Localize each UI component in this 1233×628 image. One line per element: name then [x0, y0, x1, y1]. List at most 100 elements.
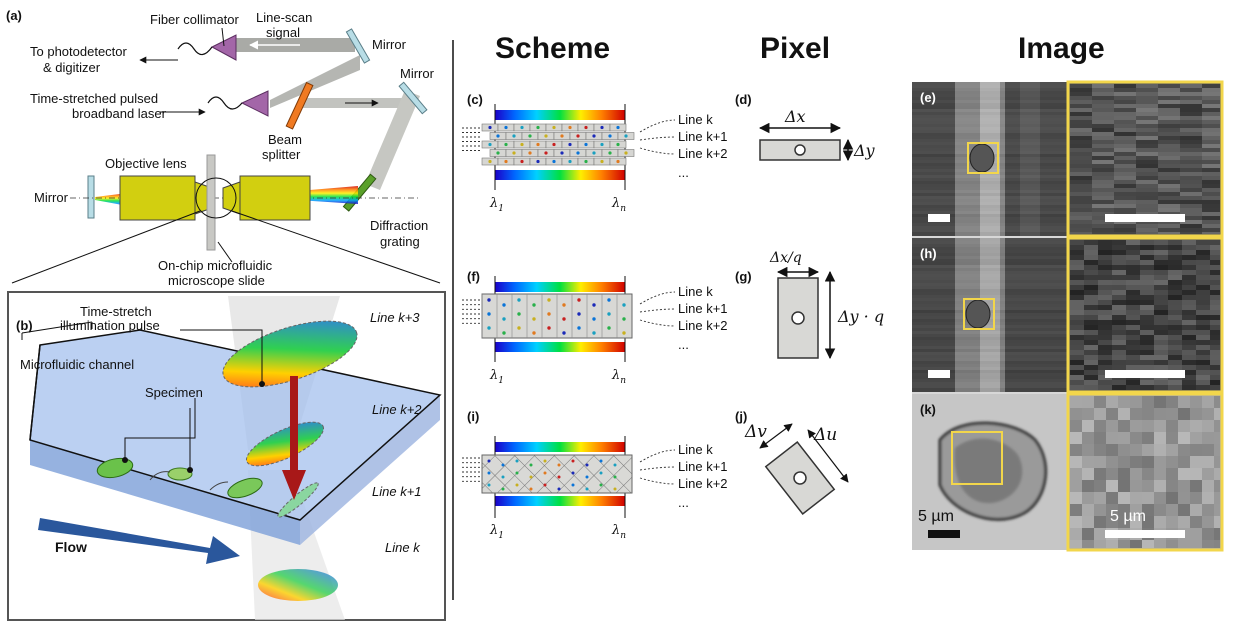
panel-label-g: (g) — [735, 269, 752, 284]
image-row-h: (h) — [912, 236, 1224, 394]
laser-label-1: Time-stretched pulsed — [30, 91, 158, 106]
scale-bar-h — [928, 370, 950, 378]
panel-label-d: (d) — [735, 92, 752, 107]
onchip-label-2: microscope slide — [168, 273, 265, 288]
spectrum-bar-top-f — [495, 282, 625, 292]
specimen-3 — [227, 477, 263, 499]
beam-to-mirror — [270, 55, 360, 108]
objective-lens-label: Objective lens — [105, 156, 187, 171]
dx-label: Δx — [784, 107, 806, 126]
panel-b-inset: (b) Time-stretch illumination pulse Micr… — [7, 291, 446, 621]
objective-lens-left — [119, 175, 196, 221]
panel-label-k: (k) — [920, 402, 936, 417]
mirror-2-shape — [398, 81, 428, 115]
zoom-circle — [195, 177, 237, 219]
roi-box-k — [951, 431, 1003, 485]
pulse-ellipse-bottom — [258, 569, 338, 601]
image-column: (e) (h) 5 µm 5 µm (k — [912, 80, 1224, 552]
specimen-label: Specimen — [145, 385, 203, 400]
microscope-slide — [206, 154, 216, 251]
rotated-pixel-grid — [481, 454, 633, 494]
header-image: Image — [1018, 32, 1105, 65]
dy-label: Δy — [853, 141, 876, 160]
inset-frame — [7, 291, 446, 621]
spectrum-bar-bottom-f — [495, 342, 625, 352]
scheme-column: (c) λ1 λn (f) λ1 λn (i) — [462, 92, 728, 541]
photodetector-label-2: & digitizer — [43, 60, 101, 75]
pixel-rows-c — [481, 123, 635, 166]
scheme-line-label: Line k+1 — [678, 459, 728, 474]
mirror-label-1: Mirror — [372, 37, 407, 52]
mirror-3-shape — [87, 175, 95, 219]
pulse-label-1: Time-stretch — [80, 304, 152, 319]
image-row-k: 5 µm 5 µm (k) — [912, 392, 1224, 552]
panel-label-h: (h) — [920, 246, 937, 261]
panel-label-j: (j) — [735, 409, 747, 424]
beam-splitter-label-2: splitter — [262, 147, 301, 162]
lambda-n-i: λn — [611, 523, 626, 541]
line-k2-label: Line k+2 — [372, 402, 422, 417]
mirror-1-shape — [345, 28, 371, 64]
spectrum-bar-top-i — [495, 442, 625, 452]
mirror-label-2: Mirror — [400, 66, 435, 81]
scheme-line-label: ... — [678, 337, 689, 352]
pixel-column: (d) Δx Δy (g) Δx/q Δy · q (j) Δv Δu — [735, 92, 884, 516]
pulse-ellipse-k3 — [222, 320, 358, 388]
scheme-line-label: Line k+1 — [678, 301, 728, 316]
lambda-n-c: λn — [611, 196, 626, 214]
beam-splitter-label-1: Beam — [268, 132, 302, 147]
scale-label-k-left: 5 µm — [918, 508, 954, 525]
panel-label-b: (b) — [16, 318, 33, 333]
specimen-2 — [167, 467, 193, 481]
scheme-line-label: Line k — [678, 442, 713, 457]
panel-label-f: (f) — [467, 269, 480, 284]
fiber-bottom — [207, 96, 243, 110]
g-top-label: Δx/q — [769, 250, 802, 266]
spectrum-bar-top-c — [495, 110, 625, 120]
line-k-label: Line k — [385, 540, 421, 555]
beam-splitter-shape — [285, 81, 314, 130]
scheme-line-label: Line k+2 — [678, 146, 728, 161]
pixel-j — [764, 440, 836, 516]
scheme-i: (i) λ1 λn — [467, 409, 633, 541]
channel-label: Microfluidic channel — [20, 357, 134, 372]
scheme-line-label: Line k — [678, 112, 713, 127]
g-side-label: Δy · q — [837, 307, 884, 326]
panel-label-e: (e) — [920, 90, 936, 105]
scale-bar-e — [928, 214, 950, 222]
header-scheme: Scheme — [495, 32, 610, 65]
flow-label: Flow — [55, 539, 87, 555]
microfluidic-channel-shape — [30, 330, 440, 520]
diffraction-label-2: grating — [380, 234, 420, 249]
fiber-collimator-label: Fiber collimator — [150, 12, 240, 27]
panel-label-c: (c) — [467, 92, 483, 107]
line-scan-label-1: Line-scan — [256, 10, 312, 25]
scheme-line-label: Line k+1 — [678, 129, 728, 144]
spectrum-bar-bottom-c — [495, 170, 625, 180]
line-labels: Line k Line k+1 Line k+2... Line k Line k+1 L… — [639, 112, 728, 510]
panel-a-setup: (a) — [6, 8, 441, 288]
objective-lens-right — [239, 175, 311, 221]
image-row-e: (e) — [912, 80, 1224, 238]
scheme-c: (c) λ1 λn — [467, 92, 635, 214]
red-arrow-head — [282, 470, 306, 500]
roi-box-h — [963, 298, 995, 330]
beam-down — [365, 90, 420, 190]
mirror-label-3: Mirror — [34, 190, 69, 205]
photodetector-label-1: To photodetector — [30, 44, 128, 59]
roi-box-e — [967, 142, 999, 174]
pixel-columns-f — [481, 294, 626, 338]
scheme-line-label: ... — [678, 165, 689, 180]
header-pixel: Pixel — [760, 32, 830, 65]
line-scan-label-2: signal — [266, 25, 300, 40]
diffraction-label-1: Diffraction — [370, 218, 428, 233]
onchip-label-1: On-chip microfluidic — [158, 258, 273, 273]
dv-label: Δv — [744, 422, 767, 442]
scheme-line-label: Line k+2 — [678, 476, 728, 491]
scale-label-k-right: 5 µm — [1110, 508, 1146, 525]
panel-label-i: (i) — [467, 409, 479, 424]
scheme-line-label: Line k+2 — [678, 318, 728, 333]
line-k1-label: Line k+1 — [372, 484, 422, 499]
lambda-1-i: λ1 — [489, 523, 504, 541]
